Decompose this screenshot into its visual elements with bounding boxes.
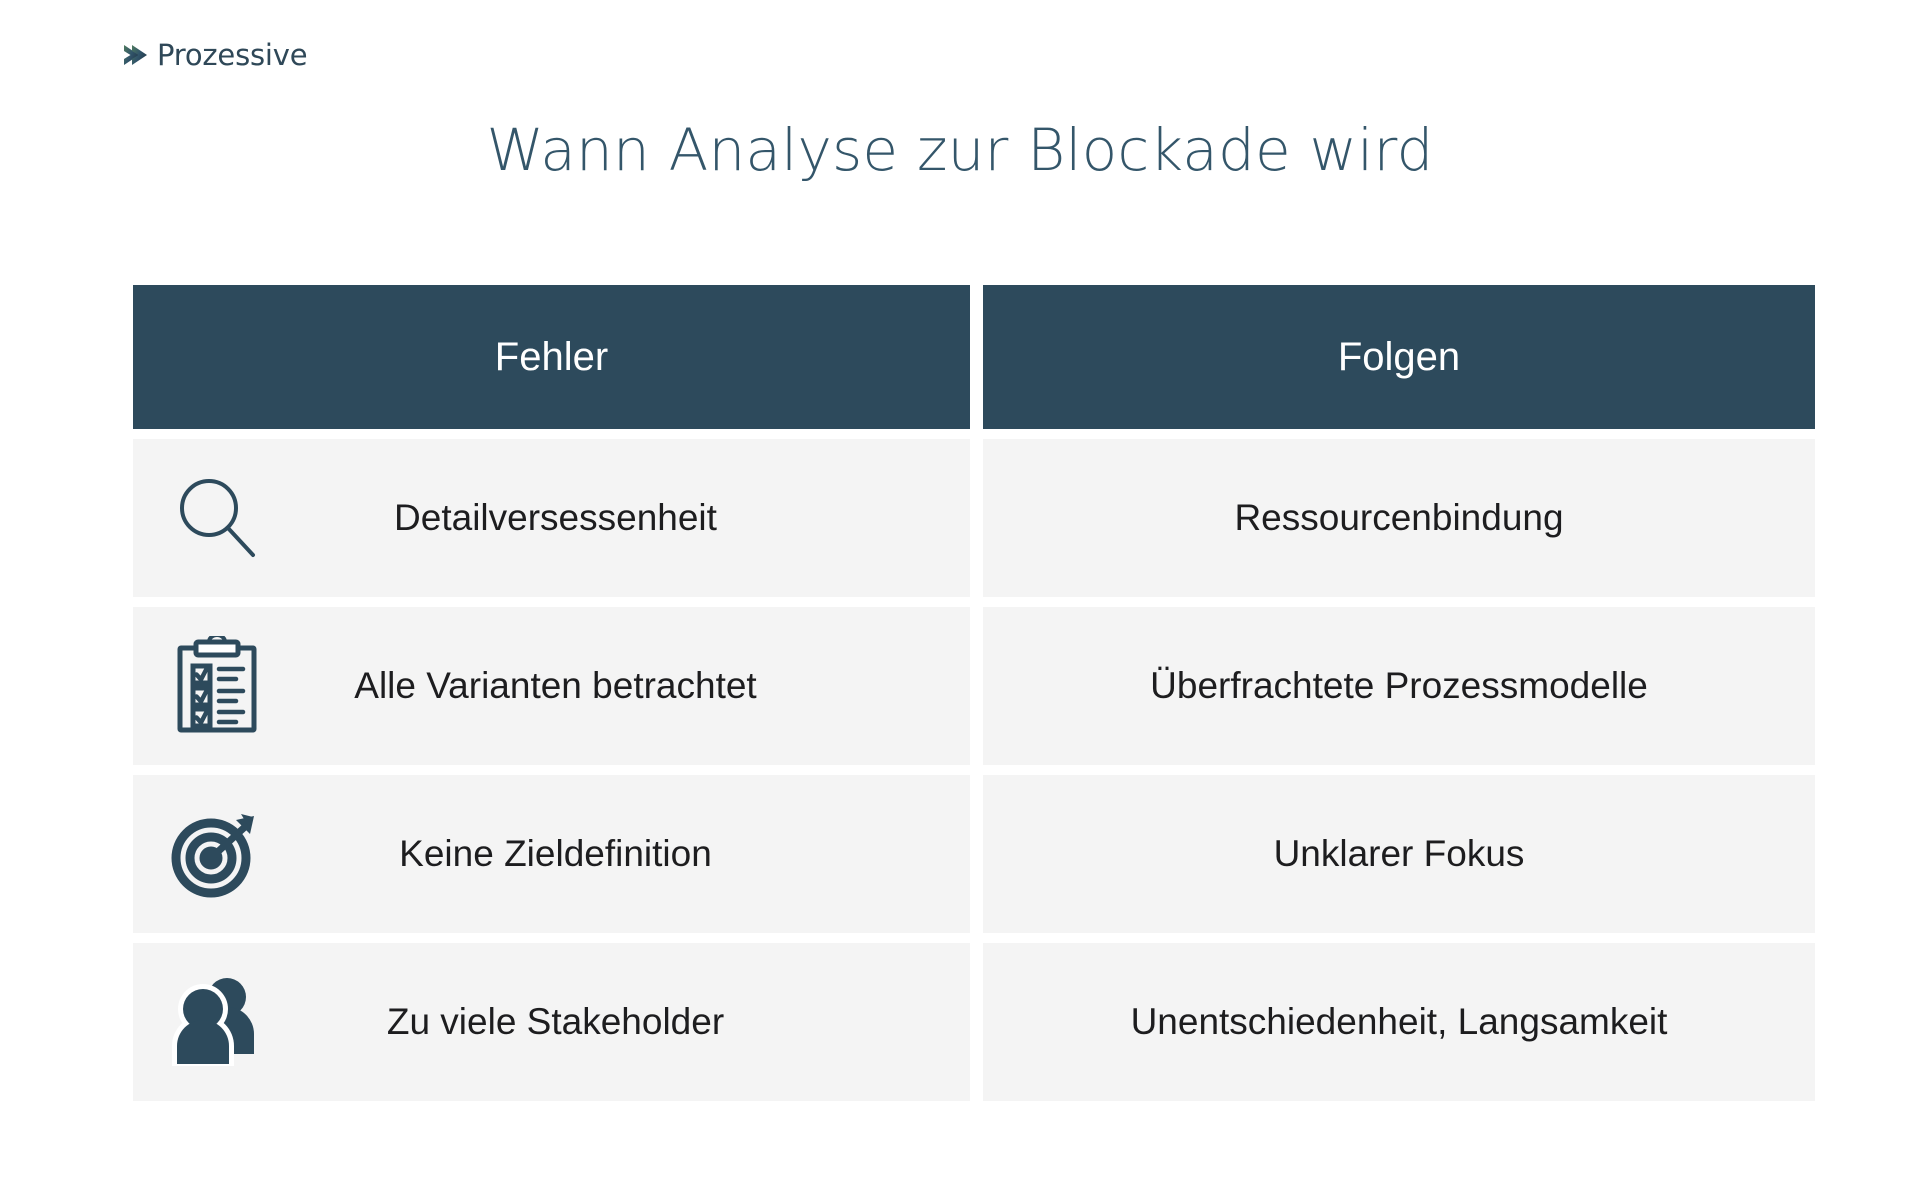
row-cell-folgen: Unklarer Fokus [983, 775, 1815, 933]
header-label-fehler: Fehler [494, 335, 609, 379]
row-label-fehler: Alle Varianten betrachtet [354, 664, 757, 706]
row-cell-fehler: Alle Varianten betrachtet [133, 607, 970, 765]
chevron-right-icon [119, 38, 151, 72]
row-label-folgen: Ressourcenbindung [1234, 496, 1564, 538]
row-label-fehler: Keine Zieldefinition [399, 832, 712, 874]
table-row: Keine Zieldefinition Unklarer Fokus [133, 775, 1815, 933]
clipboard-checklist-icon [158, 636, 276, 736]
row-cell-fehler: Keine Zieldefinition [133, 775, 970, 933]
row-cell-fehler: Detailversessenheit [133, 439, 970, 597]
row-cell-fehler: Zu viele Stakeholder [133, 943, 970, 1101]
row-label-folgen: Unklarer Fokus [1273, 832, 1525, 874]
target-arrow-icon [158, 808, 276, 900]
table-row: Detailversessenheit Ressourcenbindung [133, 439, 1815, 597]
row-cell-folgen: Ressourcenbindung [983, 439, 1815, 597]
row-cell-folgen: Überfrachtete Prozessmodelle [983, 607, 1815, 765]
comparison-table: Fehler Folgen Detailversessenheit Ressou… [133, 285, 1815, 1101]
header-cell-folgen: Folgen [983, 285, 1815, 429]
row-label-folgen: Überfrachtete Prozessmodelle [1150, 664, 1648, 706]
row-label-fehler: Detailversessenheit [394, 496, 717, 538]
row-label-folgen: Unentschiedenheit, Langsamkeit [1130, 1000, 1668, 1042]
header-cell-fehler: Fehler [133, 285, 970, 429]
row-cell-folgen: Unentschiedenheit, Langsamkeit [983, 943, 1815, 1101]
magnifier-icon [158, 472, 276, 564]
table-row: Zu viele Stakeholder Unentschiedenheit, … [133, 943, 1815, 1101]
header-label-folgen: Folgen [1337, 335, 1461, 379]
row-label-fehler: Zu viele Stakeholder [386, 1000, 725, 1042]
table-header-row: Fehler Folgen [133, 285, 1815, 429]
table-row: Alle Varianten betrachtet Überfrachtete … [133, 607, 1815, 765]
page-title: Wann Analyse zur Blockade wird [486, 116, 1434, 184]
brand-name: Prozessive [157, 37, 308, 72]
brand-logo: Prozessive [119, 37, 308, 72]
people-icon [158, 976, 276, 1068]
